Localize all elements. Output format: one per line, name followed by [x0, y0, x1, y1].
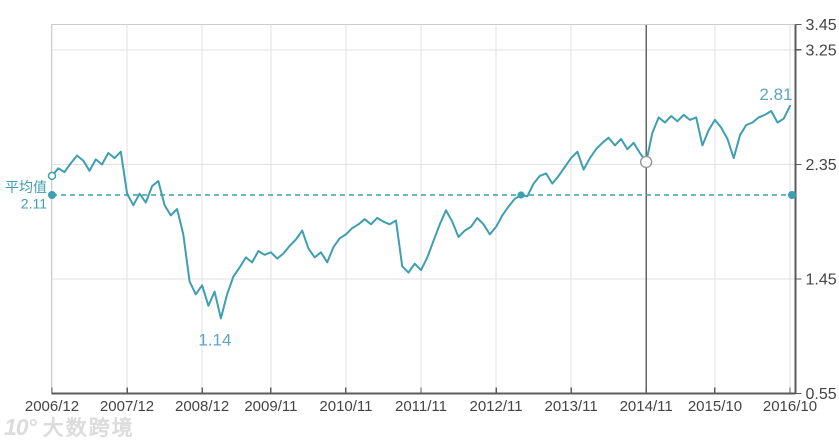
x-axis-label: 2014/11: [620, 398, 673, 415]
watermark: 10° 大数跨境: [4, 412, 135, 442]
average-cross-dot: [517, 191, 525, 199]
y-axis-label: 3.25: [806, 42, 837, 59]
x-axis-label: 2006/12: [25, 398, 79, 415]
watermark-logo-icon: 10°: [4, 414, 37, 440]
y-axis-label: 1.45: [806, 271, 837, 288]
average-line-right-dot: [788, 191, 796, 200]
x-axis-label: 2012/11: [469, 398, 522, 415]
x-axis-label: 2016/10: [763, 398, 817, 415]
x-axis-label: 2015/10: [688, 398, 742, 415]
y-axis-label: 2.35: [806, 157, 837, 174]
x-axis-label: 2009/11: [244, 398, 297, 415]
average-line-left-dot: [48, 191, 56, 200]
x-axis-label: 2007/12: [100, 398, 154, 415]
x-axis-label: 2008/12: [175, 398, 229, 415]
start-marker: [47, 171, 57, 181]
y-axis-label: 3.45: [806, 17, 837, 34]
min-value-label: 1.14: [198, 330, 231, 349]
x-axis-label: 2010/11: [319, 398, 372, 415]
series-line: [51, 104, 791, 320]
last-value-label: 2.81: [759, 85, 792, 104]
highlight-marker[interactable]: [639, 155, 653, 169]
average-label: 平均值: [5, 179, 47, 195]
x-axis-label: 2013/11: [545, 398, 598, 415]
y-axis-label: 0.55: [806, 386, 837, 403]
x-axis-label: 2011/11: [395, 398, 447, 415]
average-value-label: 2.11: [21, 196, 47, 212]
watermark-text: 大数跨境: [42, 417, 135, 440]
